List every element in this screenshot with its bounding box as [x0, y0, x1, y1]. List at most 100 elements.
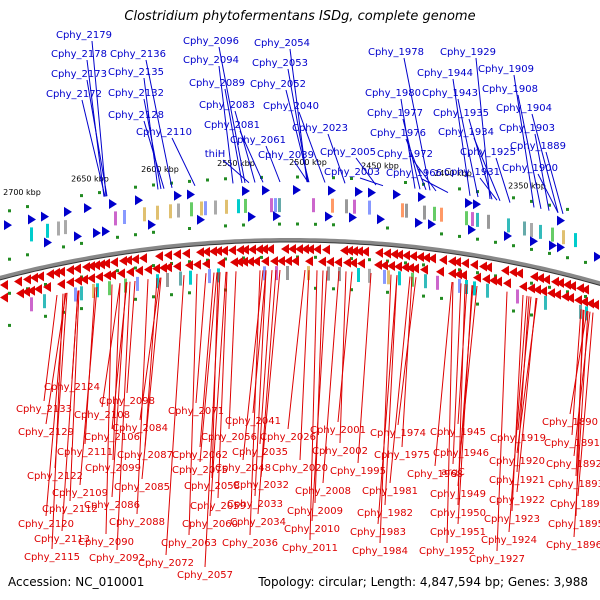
- feature-block: [383, 269, 386, 284]
- forward-gene-leader: [531, 113, 559, 213]
- reverse-gene-leader: [144, 278, 158, 448]
- forward-gene-leader: [537, 173, 559, 213]
- reverse-gene-arrow: [453, 257, 461, 268]
- forward-gene-label: Cphy_2135: [108, 67, 164, 78]
- forward-gene-leader: [457, 98, 479, 198]
- forward-gene-arrow: [377, 214, 385, 225]
- reverse-gene-label: Cphy_1892: [546, 459, 600, 470]
- reverse-gene-arrow: [155, 251, 163, 262]
- reverse-gene-leader: [105, 284, 113, 535]
- reverse-gene-arrow: [484, 262, 492, 273]
- reverse-gene-arrow: [124, 255, 132, 266]
- reverse-gene-arrow: [343, 257, 351, 268]
- reverse-gene-leader: [577, 312, 594, 497]
- feature-block: [270, 198, 273, 213]
- feature-block: [458, 278, 461, 293]
- forward-gene-arrow: [148, 219, 156, 230]
- gc-marker: [44, 314, 47, 318]
- reverse-gene-arrow: [255, 244, 263, 255]
- forward-gene-label: Cphy_2054: [254, 38, 310, 49]
- reverse-gene-leader: [384, 275, 398, 506]
- reverse-gene-label: Cphy_2057: [177, 570, 233, 581]
- forward-gene-label: Cphy_2061: [230, 135, 286, 146]
- reverse-gene-label: Cphy_1895: [548, 519, 600, 530]
- reverse-gene-arrow: [23, 274, 31, 285]
- reverse-gene-arrow: [66, 265, 74, 276]
- gc-marker: [566, 256, 569, 260]
- reverse-gene-arrow: [235, 256, 243, 267]
- reverse-gene-leader: [309, 270, 318, 541]
- reverse-gene-arrow: [102, 258, 110, 269]
- reverse-gene-arrow: [301, 244, 309, 255]
- reverse-gene-arrow: [547, 288, 555, 299]
- reverse-gene-arrow: [345, 245, 353, 256]
- feature-block: [539, 224, 542, 239]
- reverse-gene-label: Cphy_1981: [362, 486, 418, 497]
- forward-gene-arrow: [4, 220, 12, 231]
- reverse-gene-leader: [111, 282, 127, 498]
- forward-gene-arrow: [549, 240, 557, 251]
- gc-marker: [512, 196, 515, 200]
- gc-marker: [386, 290, 389, 294]
- feature-block: [544, 295, 547, 310]
- reverse-gene-arrow: [236, 244, 244, 255]
- reverse-gene-leader: [242, 270, 264, 461]
- reverse-gene-label: Cphy_1951: [430, 527, 486, 538]
- gc-marker: [350, 177, 353, 180]
- feature-block: [440, 207, 443, 222]
- reverse-gene-leader: [569, 310, 588, 415]
- forward-gene-arrow: [41, 211, 49, 222]
- reverse-gene-arrow: [482, 274, 490, 285]
- feature-block: [424, 274, 427, 289]
- feature-block: [353, 199, 356, 214]
- forward-gene-arrow: [349, 212, 357, 223]
- reverse-gene-leader: [401, 276, 413, 448]
- gc-marker: [80, 307, 83, 311]
- backbone-circle: [0, 238, 600, 286]
- reverse-gene-arrow: [240, 256, 248, 267]
- feature-block: [516, 289, 519, 304]
- forward-gene-label: Cphy_1908: [482, 84, 538, 95]
- gc-marker: [476, 237, 479, 241]
- feature-block: [507, 218, 510, 233]
- forward-gene-leader: [293, 160, 309, 183]
- reverse-gene-arrow: [454, 269, 462, 280]
- reverse-gene-label: Cphy_2062: [172, 450, 228, 461]
- forward-gene-arrow: [428, 219, 436, 230]
- reverse-gene-leader: [397, 277, 417, 426]
- feature-block: [179, 271, 182, 286]
- forward-gene-label: Cphy_2094: [183, 55, 239, 66]
- forward-gene-leader: [359, 177, 384, 187]
- gc-marker: [314, 222, 317, 226]
- reverse-gene-arrow: [173, 261, 181, 272]
- feature-block: [275, 266, 278, 281]
- reverse-gene-arrow: [185, 260, 193, 271]
- forward-gene-leader: [143, 98, 162, 190]
- forward-gene-arrow: [393, 189, 401, 200]
- reverse-gene-leader: [116, 281, 131, 551]
- feature-block: [200, 201, 203, 216]
- reverse-gene-leader: [217, 271, 228, 499]
- gc-marker: [440, 296, 443, 300]
- forward-gene-leader: [403, 57, 431, 191]
- feature-block: [108, 281, 111, 296]
- gc-marker: [350, 288, 353, 292]
- reverse-gene-arrow: [394, 261, 402, 272]
- reverse-gene-arrow: [306, 244, 314, 255]
- reverse-gene-arrow: [246, 256, 254, 267]
- forward-gene-leader: [171, 137, 196, 187]
- gc-marker: [476, 271, 479, 275]
- forward-gene-label: Cphy_2128: [108, 110, 164, 121]
- gc-marker: [62, 245, 65, 249]
- reverse-gene-leader: [452, 283, 462, 465]
- reverse-gene-arrow: [409, 251, 417, 262]
- reverse-gene-label: Cphy_2058: [184, 481, 240, 492]
- reverse-gene-label: Cphy_2108: [74, 410, 130, 421]
- reverse-gene-arrow: [591, 299, 599, 310]
- reverse-gene-leader: [571, 309, 582, 436]
- reverse-gene-leader: [51, 293, 64, 550]
- feature-block: [169, 204, 172, 219]
- reverse-gene-leader: [516, 297, 537, 493]
- reverse-gene-label: Cphy_2060: [182, 519, 238, 530]
